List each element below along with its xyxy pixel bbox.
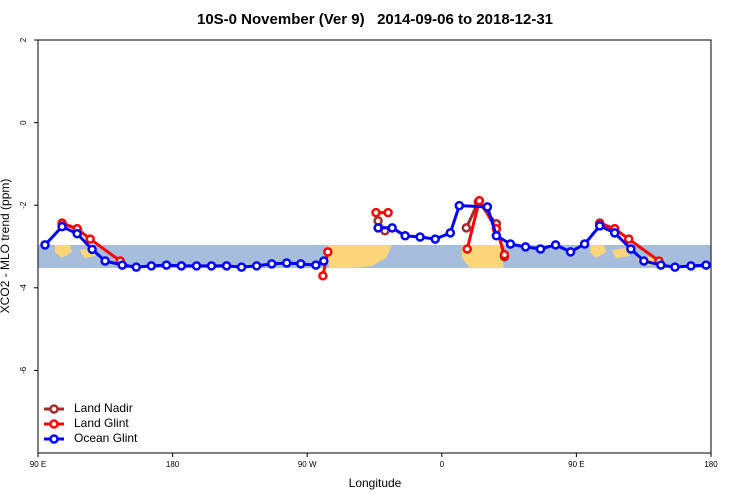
y-tick-label: -4 — [19, 284, 28, 292]
point — [131, 262, 142, 272]
point — [100, 256, 110, 266]
point — [415, 232, 425, 242]
point — [296, 259, 306, 269]
point — [72, 228, 82, 239]
y-tick-label: 2 — [19, 37, 28, 42]
y-tick-label: -2 — [19, 201, 28, 209]
legend-label: Land Glint — [74, 416, 129, 430]
legend-label: Land Nadir — [74, 401, 133, 415]
point — [176, 261, 187, 271]
point — [191, 261, 202, 271]
point — [670, 262, 680, 272]
x-tick-label: 90 E — [30, 460, 46, 469]
land — [462, 245, 504, 268]
x-tick-label: 90 E — [568, 460, 584, 469]
point — [686, 261, 696, 271]
point — [623, 234, 634, 244]
point — [594, 221, 605, 231]
land — [55, 245, 110, 266]
point — [474, 195, 485, 206]
point — [281, 258, 292, 268]
point — [87, 244, 97, 255]
point — [482, 202, 493, 212]
point — [505, 239, 516, 249]
point — [701, 260, 711, 270]
point — [462, 244, 472, 254]
point — [251, 261, 262, 271]
point — [319, 256, 329, 266]
x-tick-label: 180 — [166, 460, 180, 469]
legend-label: Ocean Glint — [74, 431, 138, 445]
point — [161, 260, 172, 270]
point — [400, 231, 410, 241]
point — [491, 231, 502, 241]
point — [461, 223, 472, 233]
point — [221, 261, 232, 271]
point — [383, 207, 393, 218]
legend-marker — [49, 419, 59, 429]
point — [499, 250, 510, 260]
x-axis-label: Longitude — [349, 476, 402, 490]
chart-title: 10S-0 November (Ver 9) 2014-09-06 to 201… — [197, 11, 553, 28]
point — [40, 240, 50, 250]
point — [85, 234, 95, 244]
point — [430, 234, 440, 244]
point — [565, 247, 576, 257]
point — [206, 261, 217, 271]
point — [520, 242, 531, 252]
point — [311, 260, 321, 270]
point — [323, 247, 333, 257]
point — [639, 256, 649, 266]
legend-marker — [49, 434, 59, 444]
x-tick-label: 180 — [704, 460, 718, 469]
point — [387, 223, 397, 233]
point — [146, 261, 157, 271]
legend-marker — [49, 404, 59, 414]
point — [371, 207, 381, 218]
point — [454, 200, 465, 211]
point — [267, 259, 277, 269]
point — [318, 271, 328, 281]
point — [579, 239, 590, 249]
point — [656, 260, 666, 270]
point — [236, 262, 247, 272]
x-tick-label: 90 W — [298, 460, 317, 469]
point — [535, 244, 546, 254]
point — [626, 244, 636, 254]
point — [445, 228, 456, 238]
plot-frame — [37, 39, 712, 454]
point — [57, 221, 67, 232]
y-tick-label: 0 — [19, 120, 28, 125]
y-tick-label: -6 — [19, 366, 28, 374]
x-tick-label: 0 — [440, 460, 445, 469]
point — [373, 223, 383, 233]
land — [326, 245, 392, 268]
point — [550, 240, 561, 250]
point — [117, 260, 127, 270]
y-axis-label: XCO2 - MLO trend (ppm) — [0, 179, 12, 314]
point — [609, 228, 620, 238]
